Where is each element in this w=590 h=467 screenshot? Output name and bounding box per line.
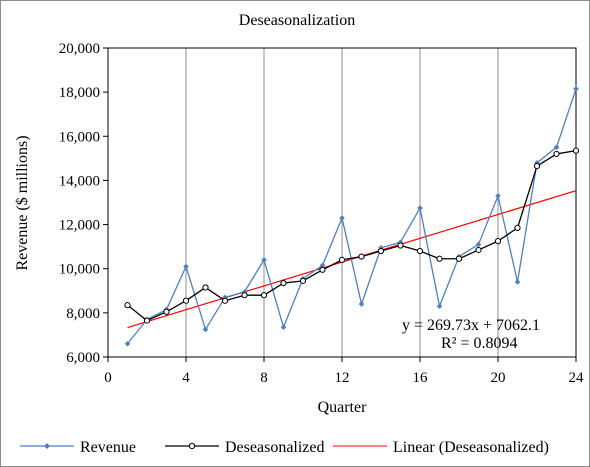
legend-label-deseasonalized: Deseasonalized	[225, 439, 325, 456]
data-point-revenue	[514, 279, 521, 285]
data-point-deseasonalized	[143, 317, 151, 324]
y-axis-label: Revenue ($ millions)	[14, 135, 31, 270]
legend: Revenue Deseasonalized Linear (Deseasona…	[20, 439, 549, 456]
data-point-deseasonalized	[260, 292, 268, 299]
series-layer	[124, 86, 580, 347]
series-line-deseasonalized	[127, 149, 577, 322]
x-tick-label: 24	[569, 370, 585, 386]
trendline-equation: y = 269.73x + 7062.1	[402, 317, 540, 334]
x-tick-label: 0	[104, 370, 112, 386]
y-tick-label: 18,000	[59, 85, 100, 101]
data-point-deseasonalized	[553, 150, 560, 158]
data-point-deseasonalized	[377, 247, 385, 255]
data-point-deseasonalized	[533, 162, 541, 170]
data-point-deseasonalized	[241, 292, 248, 299]
data-point-revenue	[241, 289, 248, 295]
data-point-revenue	[573, 86, 579, 92]
legend-item-revenue: Revenue	[20, 439, 136, 456]
data-point-deseasonalized	[475, 246, 482, 254]
plot-area: 6,000 8,000 10,000 12,000 14,000 16,000 18,000…	[59, 41, 584, 386]
y-tick-label: 12,000	[59, 218, 100, 234]
data-point-deseasonalized	[163, 308, 170, 315]
data-point-revenue	[495, 193, 501, 199]
data-point-revenue	[553, 144, 560, 151]
x-axis-ticks: 0 4 8 12 16 20 24	[104, 357, 584, 386]
data-point-deseasonalized	[124, 302, 131, 309]
data-point-deseasonalized	[202, 284, 209, 291]
y-tick-label: 16,000	[59, 129, 100, 145]
legend-label-revenue: Revenue	[80, 439, 136, 456]
data-point-revenue	[319, 262, 326, 269]
x-tick-label: 4	[182, 370, 190, 386]
x-tick-label: 8	[260, 370, 268, 386]
data-point-deseasonalized	[455, 255, 463, 262]
y-axis-ticks: 6,000 8,000 10,000 12,000 14,000 16,000 18,000…	[59, 41, 108, 366]
data-point-revenue	[202, 326, 209, 333]
data-point-deseasonalized	[338, 256, 346, 263]
data-point-revenue	[183, 263, 189, 270]
legend-item-linear: Linear (Deseasonalized)	[333, 439, 549, 456]
data-point-revenue	[339, 215, 345, 221]
gridlines	[185, 48, 499, 357]
data-point-revenue	[358, 301, 365, 307]
y-tick-label: 6,000	[66, 350, 100, 366]
data-point-deseasonalized	[572, 147, 580, 154]
y-tick-label: 10,000	[59, 262, 100, 278]
legend-marker-deseasonalized	[188, 442, 196, 450]
data-point-deseasonalized	[436, 255, 443, 262]
data-point-revenue	[475, 241, 482, 248]
y-tick-label: 8,000	[66, 306, 100, 322]
y-tick-label: 14,000	[59, 173, 100, 189]
x-tick-label: 16	[413, 370, 429, 386]
data-point-deseasonalized	[280, 279, 287, 287]
data-point-deseasonalized	[182, 297, 190, 304]
data-point-deseasonalized	[319, 266, 326, 273]
data-point-deseasonalized	[494, 238, 502, 245]
x-axis-label: Quarter	[318, 399, 368, 416]
series-line-revenue	[126, 88, 577, 345]
legend-label-linear: Linear (Deseasonalized)	[393, 439, 549, 456]
data-point-deseasonalized	[397, 242, 404, 249]
y-tick-label: 20,000	[59, 41, 100, 57]
chart-title: Deseasonalization	[239, 12, 355, 29]
data-point-revenue	[417, 205, 423, 211]
legend-marker-revenue	[44, 443, 50, 449]
data-point-deseasonalized	[514, 224, 521, 231]
x-tick-label: 12	[335, 370, 350, 386]
trendline-r-squared: R² = 0.8094	[441, 335, 518, 352]
data-point-revenue	[534, 159, 540, 166]
data-point-revenue	[261, 257, 267, 263]
data-point-revenue	[436, 303, 443, 310]
x-tick-label: 20	[491, 370, 506, 386]
data-point-deseasonalized	[221, 297, 229, 304]
data-point-deseasonalized	[416, 247, 424, 255]
data-point-deseasonalized	[299, 277, 307, 284]
data-point-revenue	[124, 340, 131, 347]
legend-item-deseasonalized: Deseasonalized	[165, 439, 325, 456]
data-point-deseasonalized	[358, 253, 365, 260]
data-point-revenue	[280, 324, 287, 331]
data-point-revenue	[222, 294, 228, 301]
